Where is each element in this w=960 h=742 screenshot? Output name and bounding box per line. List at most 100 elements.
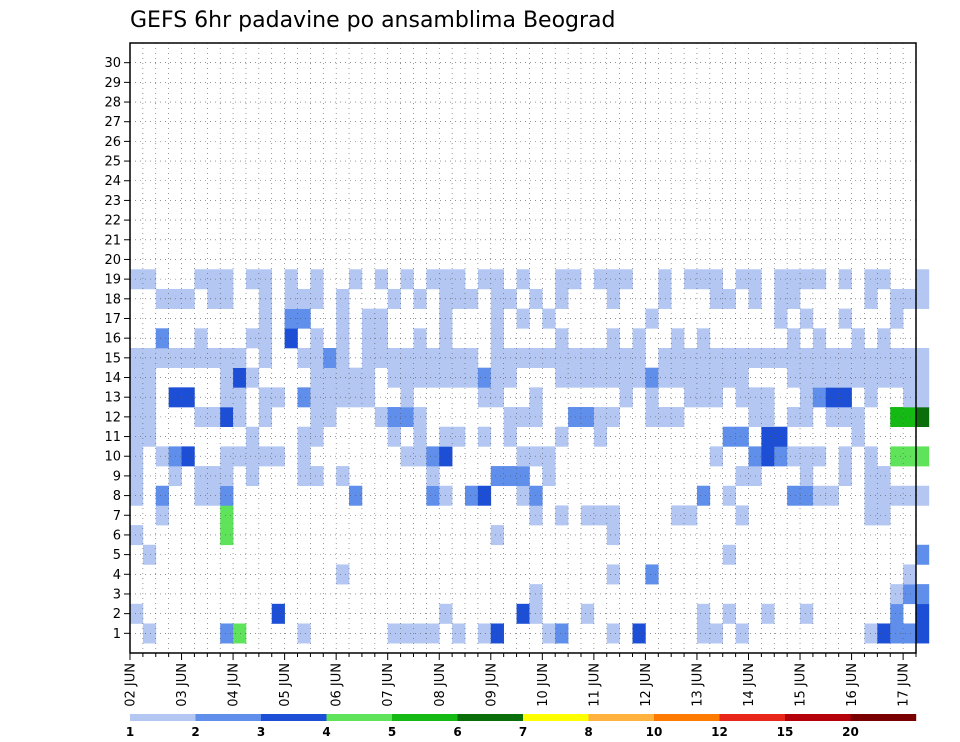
heatmap-cell	[619, 348, 633, 368]
heatmap-cell	[890, 308, 904, 329]
heatmap-cell	[245, 466, 260, 487]
x-tick-label: 02 JUN	[124, 663, 139, 707]
heatmap-cell	[812, 387, 827, 408]
plot-frame	[129, 42, 917, 654]
heatmap-cell	[310, 328, 324, 349]
heatmap-cell	[877, 485, 891, 506]
heatmap-cell	[220, 446, 234, 467]
heatmap-cell	[671, 367, 685, 388]
heatmap-cell	[361, 367, 376, 388]
heatmap-cell	[542, 446, 556, 467]
heatmap-cell	[516, 308, 530, 329]
heatmap-cell	[787, 328, 801, 349]
heatmap-cell	[477, 623, 492, 644]
heatmap-cell	[916, 485, 930, 506]
heatmap-cell	[890, 348, 904, 368]
heatmap-cell	[245, 367, 260, 388]
heatmap-cell	[542, 466, 556, 487]
y-tick-label: 27	[104, 115, 121, 130]
heatmap-cell	[735, 387, 749, 408]
heatmap-cell	[387, 288, 401, 309]
heatmap-cell	[890, 485, 904, 506]
heatmap-cell	[155, 288, 169, 309]
x-tick-label: 06 JUN	[330, 663, 345, 707]
heatmap-cell	[490, 288, 504, 309]
heatmap-cell	[516, 446, 530, 467]
heatmap-cell	[155, 485, 169, 506]
heatmap-cell	[323, 407, 337, 428]
heatmap-cell	[580, 603, 595, 624]
heatmap-cell	[400, 446, 414, 467]
heatmap-cell	[233, 348, 247, 368]
colorbar-label: 5	[388, 725, 396, 739]
heatmap-cell	[284, 308, 298, 329]
heatmap-cell	[890, 407, 904, 428]
colorbar-swatch	[195, 714, 262, 721]
heatmap-cell	[722, 426, 736, 447]
heatmap-cell	[194, 348, 208, 368]
heatmap-cell	[336, 308, 350, 329]
y-tick-label: 24	[104, 174, 121, 189]
heatmap-cell	[181, 348, 195, 368]
heatmap-cell	[671, 407, 685, 428]
heatmap-cell	[916, 348, 930, 368]
heatmap-cell	[632, 328, 646, 349]
colorbar-legend: 1 2 3 4 5 6 7 8 10 12 15 20	[126, 714, 917, 739]
heatmap-cell	[529, 407, 543, 428]
heatmap-cell	[426, 348, 440, 368]
heatmap-cell	[245, 269, 260, 290]
heatmap-cell	[465, 367, 479, 388]
colorbar-swatch	[850, 714, 917, 721]
heatmap-cell	[181, 387, 195, 408]
heatmap-cell	[374, 328, 389, 349]
heatmap-cell	[555, 367, 569, 388]
y-tick-label: 7	[113, 509, 121, 524]
heatmap-cell	[465, 485, 479, 506]
heatmap-cell	[529, 288, 543, 309]
heatmap-cell	[606, 505, 620, 526]
x-tick-label: 04 JUN	[227, 663, 242, 707]
heatmap-cell	[735, 367, 749, 388]
heatmap-cell	[580, 348, 595, 368]
x-tick-label: 11 JUN	[587, 663, 602, 707]
heatmap-cell	[568, 269, 582, 290]
heatmap-cell	[877, 505, 891, 526]
colorbar-label: 2	[191, 725, 199, 739]
heatmap-cell	[245, 446, 260, 467]
grid-lines	[130, 43, 916, 653]
heatmap-cell	[864, 348, 878, 368]
heatmap-cell	[645, 564, 659, 585]
heatmap-cell	[606, 269, 620, 290]
colorbar-label: 7	[519, 725, 527, 739]
heatmap-cell	[194, 485, 208, 506]
heatmap-cell	[658, 269, 672, 290]
heatmap-cell	[490, 328, 504, 349]
y-tick-label: 15	[104, 351, 121, 366]
heatmap-cell	[233, 407, 247, 428]
heatmap-cell	[877, 269, 891, 290]
colorbar-swatch	[719, 714, 786, 721]
heatmap-cell	[787, 348, 801, 368]
heatmap-cell	[361, 328, 376, 349]
heatmap-cell	[916, 446, 930, 467]
y-tick-label: 16	[104, 332, 121, 347]
colorbar-swatch	[654, 714, 720, 721]
heatmap-cell	[426, 269, 440, 290]
heatmap-cell	[864, 466, 878, 487]
heatmap-cell	[916, 367, 930, 388]
heatmap-cell	[233, 367, 247, 388]
heatmap-cell	[606, 328, 620, 349]
heatmap-cell	[490, 466, 504, 487]
heatmap-cell	[735, 505, 749, 526]
heatmap-cell	[645, 387, 659, 408]
heatmap-cell	[671, 328, 685, 349]
heatmap-cell	[568, 367, 582, 388]
heatmap-cell	[142, 544, 157, 565]
heatmap-cell	[555, 269, 569, 290]
heatmap-cell	[529, 348, 543, 368]
heatmap-cell	[890, 446, 904, 467]
colorbar-label: 4	[322, 725, 330, 739]
heatmap-cell	[155, 348, 169, 368]
heatmap-cell	[722, 367, 736, 388]
